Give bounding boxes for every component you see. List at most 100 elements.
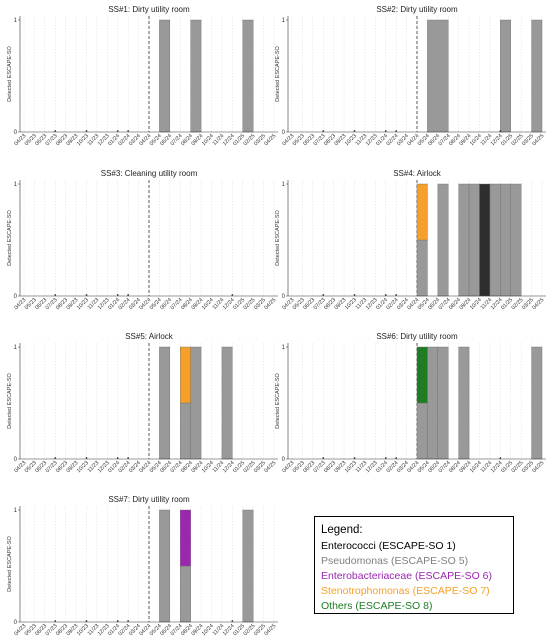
y-tick-label: 0	[14, 620, 18, 626]
chart-title: SS#6: Dirty utility room	[376, 332, 458, 341]
zero-marker	[54, 130, 57, 132]
zero-marker	[384, 130, 387, 132]
bar-segment	[489, 183, 501, 297]
bar-segment	[416, 239, 428, 297]
y-tick-label: 0	[282, 130, 286, 136]
bar-segment	[479, 183, 491, 297]
y-tick-label: 1	[14, 508, 18, 514]
zero-marker	[395, 294, 398, 296]
y-axis-label: Detected ESCAPE-SO	[275, 209, 281, 265]
x-tick-label: 04/25	[263, 460, 277, 474]
zero-marker	[322, 294, 325, 296]
bar-segment	[180, 346, 191, 404]
bar-segment	[190, 19, 202, 133]
zero-marker	[395, 130, 398, 132]
zero-marker	[322, 130, 325, 132]
chart-panel: 0104/2305/2306/2307/2308/2309/2310/2311/…	[275, 332, 546, 474]
legend-item: Enterobacteriaceae (ESCAPE-SO 6)	[321, 570, 492, 582]
chart-panel: 0104/2305/2306/2307/2308/2309/2310/2311/…	[275, 169, 546, 311]
x-tick-label: 04/25	[263, 623, 277, 637]
zero-marker	[54, 620, 57, 622]
zero-marker	[499, 130, 502, 132]
y-axis-label: Detected ESCAPE-SO	[7, 535, 13, 591]
bar-segment	[242, 509, 254, 623]
bar-segment	[458, 346, 470, 460]
bar-segment	[427, 19, 449, 133]
zero-marker	[353, 457, 356, 459]
x-tick-label: 04/25	[263, 133, 277, 147]
bar-segment	[531, 346, 543, 460]
chart-title: SS#1: Dirty utility room	[108, 5, 190, 14]
zero-marker	[322, 457, 325, 459]
bar-segment	[510, 183, 522, 297]
y-tick-label: 0	[282, 457, 286, 463]
bar-segment	[190, 346, 202, 460]
y-tick-label: 1	[282, 345, 286, 351]
x-tick-label: 04/25	[531, 133, 545, 147]
legend-box: Legend: Enterococci (ESCAPE-SO 1) Pseudom…	[314, 516, 514, 614]
bar-segment	[437, 346, 449, 460]
bar-segment	[180, 509, 191, 567]
zero-marker	[127, 130, 130, 132]
bar-segment	[180, 565, 191, 623]
bar-segment	[468, 183, 480, 297]
bar-segment	[416, 183, 428, 241]
zero-marker	[85, 130, 88, 132]
zero-marker	[384, 294, 387, 296]
x-tick-label: 04/25	[531, 297, 545, 311]
zero-marker	[353, 130, 356, 132]
chart-panel: 0104/2305/2306/2307/2308/2309/2310/2311/…	[7, 169, 278, 311]
bar-segment	[159, 19, 171, 133]
zero-marker	[353, 294, 356, 296]
chart-title: SS#5: Airlock	[125, 332, 174, 341]
zero-marker	[116, 620, 119, 622]
y-axis-label: Detected ESCAPE-SO	[7, 372, 13, 428]
legend-items: Enterococci (ESCAPE-SO 1) Pseudomonas (ES…	[321, 539, 513, 614]
zero-marker	[116, 130, 119, 132]
chart-panel: 0104/2305/2306/2307/2308/2309/2310/2311/…	[7, 495, 278, 637]
zero-marker	[116, 457, 119, 459]
chart-title: SS#2: Dirty utility room	[376, 5, 458, 14]
zero-marker	[85, 294, 88, 296]
chart-title: SS#7: Dirty utility room	[108, 495, 190, 504]
bar-segment	[242, 19, 254, 133]
y-tick-label: 1	[14, 345, 18, 351]
zero-marker	[384, 457, 387, 459]
legend-item: Stenotrophomonas (ESCAPE-SO 7)	[321, 585, 490, 597]
y-tick-label: 0	[14, 294, 18, 300]
y-axis-label: Detected ESCAPE-SO	[7, 209, 13, 265]
zero-marker	[231, 294, 234, 296]
zero-marker	[499, 457, 502, 459]
y-axis-label: Detected ESCAPE-SO	[7, 45, 13, 101]
zero-marker	[395, 457, 398, 459]
zero-marker	[85, 620, 88, 622]
zero-marker	[85, 457, 88, 459]
zero-marker	[231, 620, 234, 622]
zero-marker	[116, 294, 119, 296]
zero-marker	[127, 294, 130, 296]
bar-segment	[427, 346, 439, 460]
y-tick-label: 1	[14, 18, 18, 24]
y-tick-label: 1	[282, 182, 286, 188]
legend-item: Others (ESCAPE-SO 8)	[321, 600, 433, 612]
chart-title: SS#4: Airlock	[393, 169, 442, 178]
legend-item: Enterococci (ESCAPE-SO 1)	[321, 540, 456, 552]
bar-segment	[221, 346, 233, 460]
bar-segment	[159, 509, 171, 623]
bar-segment	[531, 19, 543, 133]
zero-marker	[54, 294, 57, 296]
bar-segment	[180, 402, 191, 460]
y-tick-label: 0	[14, 130, 18, 136]
chart-panel: 0104/2305/2306/2307/2308/2309/2310/2311/…	[275, 5, 546, 147]
bar-segment	[500, 19, 511, 133]
y-tick-label: 1	[14, 182, 18, 188]
zero-marker	[127, 457, 130, 459]
x-tick-label: 04/25	[531, 460, 545, 474]
y-tick-label: 0	[14, 457, 18, 463]
bar-segment	[500, 183, 511, 297]
bar-segment	[416, 402, 428, 460]
y-axis-label: Detected ESCAPE-SO	[275, 372, 281, 428]
chart-panel: 0104/2305/2306/2307/2308/2309/2310/2311/…	[7, 5, 278, 147]
y-tick-label: 0	[282, 294, 286, 300]
